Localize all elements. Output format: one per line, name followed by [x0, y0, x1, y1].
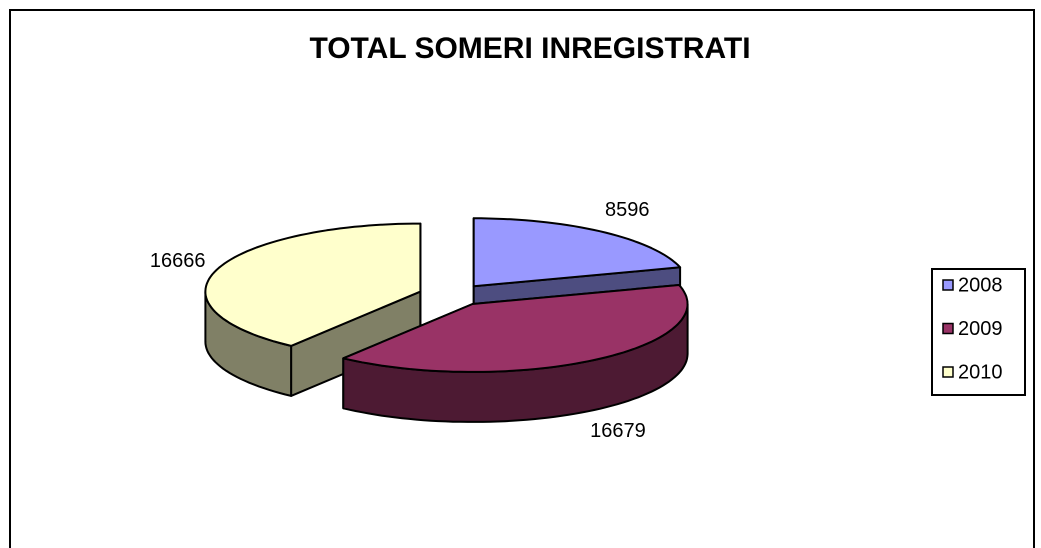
value-label: 8596	[605, 199, 650, 221]
value-label: 16666	[150, 250, 206, 272]
pie-slice	[204, 222, 422, 397]
legend-swatch	[942, 322, 954, 335]
legend-label: 2009	[958, 318, 1003, 340]
value-label: 16679	[590, 420, 646, 442]
legend-swatch	[942, 366, 954, 378]
chart-title: TOTAL SOMERI INREGISTRATI	[309, 32, 750, 65]
slice-top	[342, 284, 689, 373]
legend-label: 2008	[958, 274, 1003, 296]
legend-swatch	[942, 279, 954, 291]
slice-top	[204, 222, 422, 347]
pie-slice	[472, 217, 682, 338]
slice-top	[472, 217, 682, 288]
legend-label: 2010	[958, 361, 1003, 383]
pie-slice	[342, 284, 689, 423]
